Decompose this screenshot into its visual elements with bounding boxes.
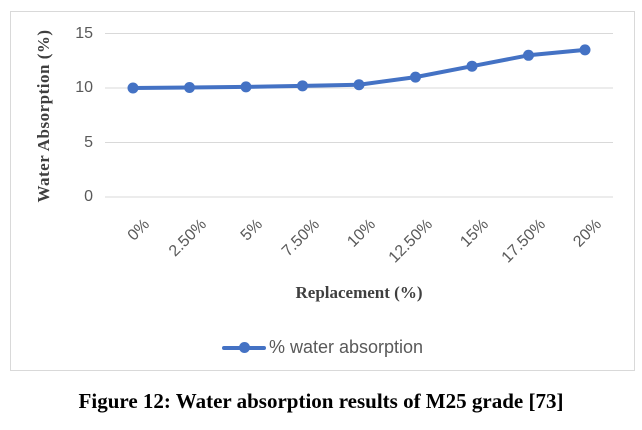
data-point-marker — [240, 81, 252, 93]
data-point-marker — [410, 71, 421, 83]
data-point-marker — [184, 81, 195, 93]
chart-area: Water Absorption (%) 0 5 10 15 0% 2.50% 5% 7.5… — [10, 11, 635, 371]
y-tick-label: 5 — [84, 133, 93, 151]
legend-series-label: % water absorption — [268, 337, 424, 357]
plot-svg — [105, 33, 613, 198]
y-tick-label: 0 — [84, 188, 93, 205]
x-axis-title: Replacement (%) — [295, 283, 423, 302]
figure-caption: Figure 12: Water absorption results of M… — [78, 389, 564, 413]
y-tick-label: 15 — [75, 24, 93, 42]
data-point-marker — [523, 49, 534, 61]
legend-line-marker-icon — [221, 341, 266, 354]
data-point-marker — [297, 80, 308, 92]
legend: % water absorption — [11, 337, 634, 358]
data-point-marker — [579, 44, 591, 56]
y-tick-label: 10 — [75, 79, 93, 96]
legend-dot-icon — [238, 342, 250, 353]
data-point-marker — [127, 82, 139, 94]
data-point-marker — [353, 79, 365, 91]
data-point-marker — [466, 60, 478, 72]
y-axis-title: Water Absorption (%) — [34, 29, 53, 203]
